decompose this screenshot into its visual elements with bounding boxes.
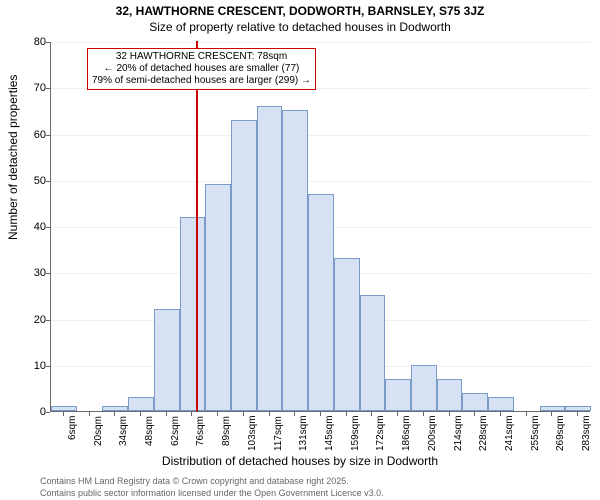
gridline: [51, 42, 590, 43]
x-tick-mark: [166, 412, 167, 416]
histogram-bar: [128, 397, 154, 411]
y-tick-label: 40: [16, 221, 46, 233]
gridline: [51, 135, 590, 136]
x-tick-label: 200sqm: [427, 415, 438, 451]
x-tick-mark: [423, 412, 424, 416]
x-tick-label: 20sqm: [93, 415, 104, 445]
y-tick-label: 60: [16, 129, 46, 141]
x-tick-label: 103sqm: [247, 415, 258, 451]
x-tick-mark: [217, 412, 218, 416]
x-tick-label: 228sqm: [478, 415, 489, 451]
histogram-bar: [437, 379, 463, 411]
x-tick-mark: [371, 412, 372, 416]
x-tick-mark: [269, 412, 270, 416]
x-tick-mark: [140, 412, 141, 416]
x-tick-label: 117sqm: [273, 416, 284, 451]
x-tick-label: 131sqm: [298, 415, 309, 451]
histogram-bar: [411, 365, 437, 411]
y-tick-mark: [46, 42, 50, 43]
x-tick-label: 34sqm: [118, 415, 129, 445]
histogram-bar: [205, 184, 231, 411]
y-tick-label: 20: [16, 314, 46, 326]
x-tick-label: 283sqm: [581, 415, 592, 451]
x-tick-label: 62sqm: [170, 415, 181, 445]
x-tick-mark: [63, 412, 64, 416]
histogram-bar: [102, 406, 128, 411]
marker-annotation-title: 32 HAWTHORNE CRESCENT: 78sqm: [92, 51, 311, 63]
y-tick-label: 0: [16, 406, 46, 418]
footnote-line2: Contains public sector information licen…: [40, 488, 384, 498]
chart-container: 32, HAWTHORNE CRESCENT, DODWORTH, BARNSL…: [0, 0, 600, 500]
x-axis-label: Distribution of detached houses by size …: [0, 454, 600, 468]
x-tick-mark: [526, 412, 527, 416]
histogram-bar: [488, 397, 514, 411]
x-tick-mark: [449, 412, 450, 416]
marker-annotation: 32 HAWTHORNE CRESCENT: 78sqm← 20% of det…: [87, 48, 316, 90]
x-tick-mark: [577, 412, 578, 416]
chart-title-line2: Size of property relative to detached ho…: [0, 20, 600, 34]
y-tick-mark: [46, 273, 50, 274]
marker-line: [196, 41, 198, 411]
x-tick-mark: [397, 412, 398, 416]
x-tick-label: 241sqm: [504, 415, 515, 451]
y-tick-mark: [46, 88, 50, 89]
histogram-bar: [385, 379, 411, 411]
histogram-bar: [308, 194, 334, 411]
histogram-bar: [282, 110, 308, 411]
x-tick-label: 159sqm: [350, 415, 361, 451]
x-tick-label: 48sqm: [144, 415, 155, 445]
footnote-line1: Contains HM Land Registry data © Crown c…: [40, 476, 349, 486]
x-tick-label: 172sqm: [375, 415, 386, 451]
gridline: [51, 181, 590, 182]
y-axis-label: Number of detached properties: [6, 75, 20, 240]
x-tick-label: 214sqm: [453, 415, 464, 451]
x-tick-mark: [320, 412, 321, 416]
histogram-bar: [257, 106, 283, 411]
x-tick-mark: [500, 412, 501, 416]
y-tick-mark: [46, 227, 50, 228]
chart-title-line1: 32, HAWTHORNE CRESCENT, DODWORTH, BARNSL…: [0, 4, 600, 18]
y-tick-mark: [46, 181, 50, 182]
x-tick-label: 186sqm: [401, 415, 412, 451]
x-tick-mark: [474, 412, 475, 416]
x-tick-label: 6sqm: [67, 416, 78, 440]
y-tick-label: 50: [16, 175, 46, 187]
x-tick-mark: [346, 412, 347, 416]
histogram-bar: [540, 406, 566, 411]
y-tick-label: 70: [16, 82, 46, 94]
histogram-bar: [231, 120, 257, 411]
y-tick-label: 10: [16, 360, 46, 372]
x-tick-mark: [294, 412, 295, 416]
histogram-bar: [180, 217, 206, 411]
histogram-bar: [462, 393, 488, 412]
y-tick-label: 30: [16, 267, 46, 279]
histogram-bar: [360, 295, 386, 411]
y-tick-label: 80: [16, 36, 46, 48]
y-tick-mark: [46, 366, 50, 367]
x-tick-mark: [191, 412, 192, 416]
x-tick-label: 255sqm: [530, 415, 541, 451]
x-tick-label: 269sqm: [555, 415, 566, 451]
x-tick-label: 145sqm: [324, 415, 335, 451]
x-tick-mark: [89, 412, 90, 416]
histogram-bar: [51, 406, 77, 411]
x-tick-label: 76sqm: [195, 415, 206, 445]
y-tick-mark: [46, 412, 50, 413]
histogram-bar: [565, 406, 591, 411]
plot-area: 32 HAWTHORNE CRESCENT: 78sqm← 20% of det…: [50, 42, 590, 412]
x-tick-mark: [243, 412, 244, 416]
histogram-bar: [334, 258, 360, 411]
x-tick-mark: [551, 412, 552, 416]
x-tick-label: 89sqm: [221, 415, 232, 445]
y-tick-mark: [46, 135, 50, 136]
histogram-bar: [154, 309, 180, 411]
y-tick-mark: [46, 320, 50, 321]
marker-annotation-sub1: ← 20% of detached houses are smaller (77…: [92, 63, 311, 75]
x-tick-mark: [114, 412, 115, 416]
marker-annotation-sub2: 79% of semi-detached houses are larger (…: [92, 75, 311, 87]
